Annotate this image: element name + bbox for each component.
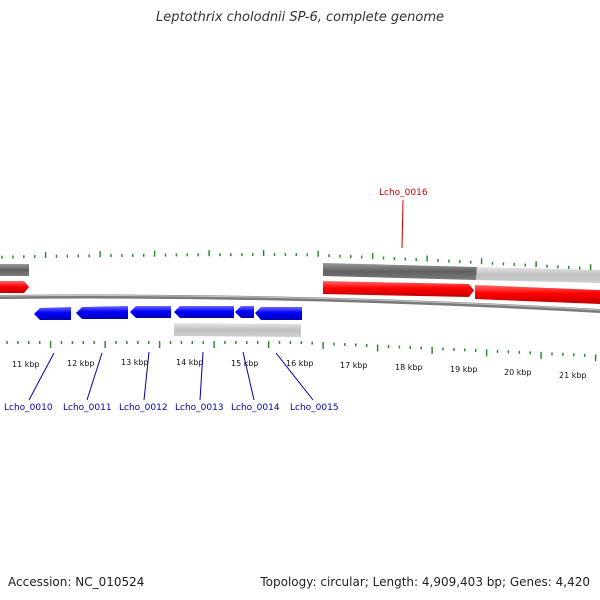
ruler-label: 11 kbp	[12, 360, 40, 369]
feature-bar	[323, 263, 477, 280]
ruler-label: 16 kbp	[286, 359, 314, 368]
ruler-label: 14 kbp	[176, 358, 204, 367]
gene-label-forward[interactable]: Lcho_0016	[379, 188, 428, 198]
forward-gene[interactable]	[0, 281, 29, 293]
ruler-label: 17 kbp	[340, 361, 368, 370]
gene-label-reverse[interactable]: Lcho_0013	[175, 403, 224, 413]
gene-label-reverse[interactable]: Lcho_0015	[290, 403, 339, 413]
ruler-label: 13 kbp	[121, 358, 149, 367]
genome-backbone	[0, 294, 600, 313]
reverse-gene[interactable]	[235, 306, 254, 318]
map-title: Leptothrix cholodnii SP-6, complete geno…	[156, 10, 444, 25]
reverse-gene[interactable]	[34, 307, 71, 320]
feature-bar	[0, 264, 29, 276]
gene-label-reverse[interactable]: Lcho_0010	[4, 403, 53, 413]
genome-summary: Topology: circular; Length: 4,909,403 bp…	[260, 575, 590, 589]
reverse-gene[interactable]	[174, 306, 234, 318]
feature-bar	[476, 267, 600, 283]
forward-gene[interactable]	[323, 281, 474, 297]
gene-label-leader	[401, 199, 404, 249]
forward-gene[interactable]	[475, 285, 600, 304]
gene-label-leaders	[28, 351, 314, 401]
ruler-label: 12 kbp	[67, 359, 95, 368]
feature-bar	[174, 323, 301, 337]
gene-label-reverse[interactable]: Lcho_0011	[63, 403, 112, 413]
accession-label: Accession: NC_010524	[8, 575, 145, 589]
ruler-label: 18 kbp	[395, 363, 423, 372]
gene-label-reverse[interactable]: Lcho_0012	[119, 403, 168, 413]
ruler-label: 21 kbp	[559, 371, 587, 380]
ruler-label: 20 kbp	[504, 368, 532, 377]
reverse-gene[interactable]	[76, 306, 128, 319]
reverse-gene[interactable]	[130, 306, 171, 318]
gene-label-reverse[interactable]: Lcho_0014	[231, 403, 280, 413]
reverse-gene[interactable]	[255, 307, 302, 320]
ruler-ticks	[1, 250, 597, 362]
ruler-label: 15 kbp	[231, 359, 259, 368]
ruler-label: 19 kbp	[450, 365, 478, 374]
